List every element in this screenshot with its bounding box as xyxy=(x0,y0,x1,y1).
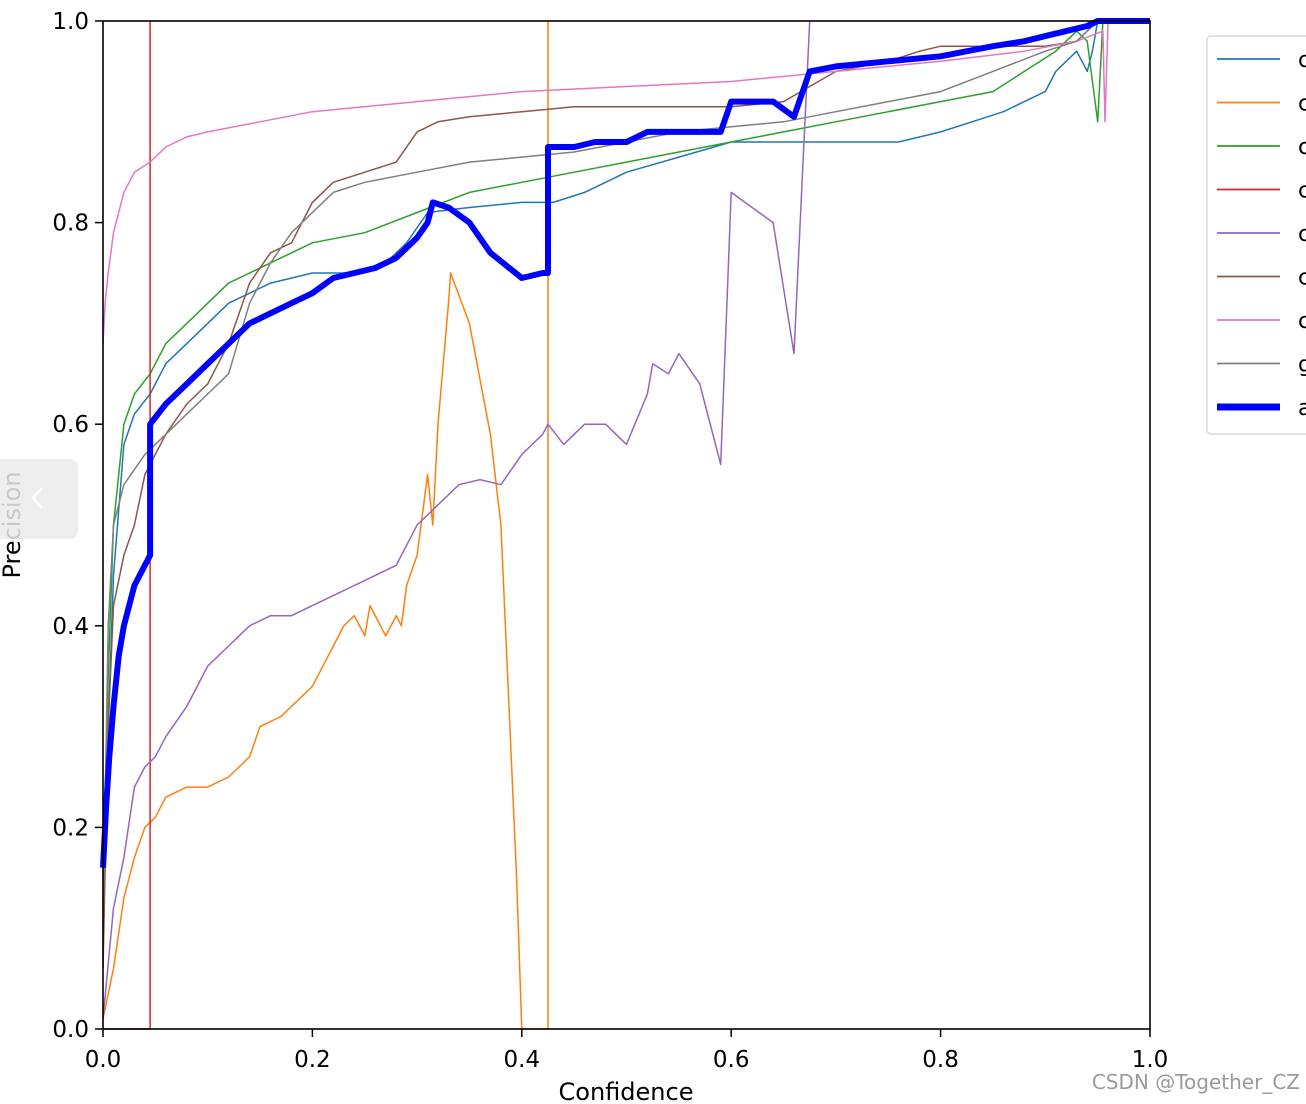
x-axis-title: Confidence xyxy=(559,1078,694,1104)
y-tick-label: 1.0 xyxy=(52,9,89,35)
legend-label: c xyxy=(1298,48,1306,73)
legend-label: c xyxy=(1298,92,1306,117)
series-line-7 xyxy=(102,20,1150,344)
legend-label: c xyxy=(1298,266,1306,291)
y-tick-label: 0.2 xyxy=(52,815,89,841)
series-line-6 xyxy=(102,20,1150,969)
legend-box xyxy=(1206,35,1306,435)
watermark: CSDN @Together_CZ xyxy=(1091,1070,1300,1094)
y-tick-label: 0.0 xyxy=(52,1017,89,1043)
x-tick-label: 0.4 xyxy=(504,1047,541,1073)
x-tick-label: 1.0 xyxy=(1132,1047,1169,1073)
series-line-4 xyxy=(103,21,151,1030)
x-tick-label: 0.2 xyxy=(294,1047,331,1073)
series-line-1 xyxy=(102,20,1150,909)
chevron-left-icon xyxy=(31,487,43,509)
legend-label: a xyxy=(1298,396,1306,421)
legend-label: c xyxy=(1298,135,1306,160)
plot-frame xyxy=(102,20,1151,1030)
x-tick-label: 0.0 xyxy=(85,1047,122,1073)
series-line-8 xyxy=(102,20,1150,929)
collapse-side-tab[interactable] xyxy=(0,459,78,539)
series-layer xyxy=(100,18,1150,1030)
x-tick-label: 0.8 xyxy=(922,1047,959,1073)
y-tick-label: 0.4 xyxy=(52,614,89,640)
y-tick-label: 0.6 xyxy=(52,412,89,438)
series-line-5 xyxy=(102,20,811,1019)
series-line-3 xyxy=(102,20,1150,878)
legend-label: c xyxy=(1298,309,1306,334)
x-tick-label: 0.6 xyxy=(713,1047,750,1073)
series-line-9 xyxy=(100,18,1150,868)
legend-label: g xyxy=(1298,353,1306,378)
y-tick-label: 0.8 xyxy=(52,211,89,237)
series-line-2 xyxy=(102,21,549,1030)
legend-label: c xyxy=(1298,179,1306,204)
axis-ticks: 0.0 0.2 0.4 0.6 0.8 1.0 0.0 0.2 0.4 0.6 0.8 1.0 xyxy=(52,9,1168,1073)
legend-label: c xyxy=(1298,222,1306,247)
